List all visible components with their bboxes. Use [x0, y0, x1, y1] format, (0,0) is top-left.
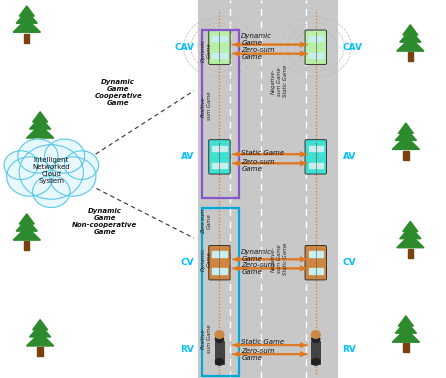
Circle shape	[215, 331, 224, 338]
Bar	[212, 163, 227, 168]
Polygon shape	[392, 329, 420, 342]
Bar	[37, 347, 43, 356]
Text: Dynamic
Game: Dynamic Game	[241, 33, 273, 46]
Text: Zero-sum
Game: Zero-sum Game	[241, 159, 275, 172]
Polygon shape	[33, 320, 48, 330]
Circle shape	[7, 157, 53, 196]
Bar	[309, 146, 323, 151]
Text: RV: RV	[343, 345, 356, 354]
Bar	[212, 251, 227, 257]
Text: Dynamic
Game
Non-cooperative
Game: Dynamic Game Non-cooperative Game	[72, 208, 137, 235]
Circle shape	[312, 358, 320, 365]
Text: Dynamic
Game: Dynamic Game	[241, 249, 273, 262]
Text: Zero-sum
Game: Zero-sum Game	[241, 348, 275, 361]
Bar	[212, 53, 227, 59]
Polygon shape	[396, 234, 424, 248]
Text: Intelligent
Networked
Cloud
System: Intelligent Networked Cloud System	[33, 156, 70, 184]
Polygon shape	[16, 11, 37, 23]
Polygon shape	[29, 325, 51, 337]
Bar	[309, 163, 323, 168]
Bar	[24, 242, 29, 251]
Bar	[215, 341, 224, 364]
Bar	[309, 36, 323, 42]
Polygon shape	[13, 227, 41, 240]
Text: Static Game: Static Game	[283, 243, 288, 275]
Circle shape	[19, 145, 83, 199]
Text: AV: AV	[181, 152, 194, 161]
Text: CV: CV	[180, 258, 194, 267]
Polygon shape	[403, 25, 418, 35]
Text: Static Game: Static Game	[241, 150, 285, 156]
Bar	[403, 344, 409, 352]
Bar	[196, 0, 339, 378]
Bar	[37, 139, 43, 148]
Text: Zero-sum
Game: Zero-sum Game	[241, 262, 275, 275]
FancyBboxPatch shape	[305, 30, 326, 65]
Circle shape	[33, 176, 70, 208]
Text: AV: AV	[343, 152, 356, 161]
Text: Zero-sum
Game: Zero-sum Game	[201, 208, 212, 234]
Polygon shape	[395, 128, 417, 141]
FancyBboxPatch shape	[305, 246, 326, 280]
Polygon shape	[19, 6, 34, 16]
Polygon shape	[33, 112, 48, 122]
Bar	[309, 268, 323, 274]
Polygon shape	[396, 38, 424, 51]
Polygon shape	[16, 219, 37, 231]
Polygon shape	[26, 125, 54, 138]
Bar	[202, 30, 239, 198]
Text: CAV: CAV	[343, 43, 363, 52]
Polygon shape	[400, 30, 421, 42]
Circle shape	[18, 139, 58, 173]
Text: Positive-
sum Game: Positive- sum Game	[201, 324, 212, 353]
Polygon shape	[403, 222, 418, 232]
Bar	[311, 341, 320, 364]
Bar	[408, 249, 413, 258]
Circle shape	[4, 151, 38, 180]
Polygon shape	[29, 117, 51, 129]
Polygon shape	[19, 214, 34, 224]
Text: Static Game: Static Game	[283, 65, 288, 98]
Bar	[212, 146, 227, 151]
Circle shape	[50, 157, 96, 196]
Polygon shape	[26, 333, 54, 346]
FancyBboxPatch shape	[209, 246, 230, 280]
Bar	[309, 251, 323, 257]
Polygon shape	[400, 226, 421, 239]
Bar	[309, 53, 323, 59]
Polygon shape	[395, 321, 417, 333]
Polygon shape	[398, 316, 413, 326]
Text: CAV: CAV	[174, 43, 194, 52]
FancyBboxPatch shape	[209, 140, 230, 174]
Polygon shape	[13, 19, 41, 32]
Circle shape	[215, 358, 223, 365]
Bar	[212, 36, 227, 42]
Text: Positive-
sum Game: Positive- sum Game	[201, 91, 212, 120]
Bar	[202, 208, 239, 376]
Text: Static Game: Static Game	[241, 339, 285, 345]
FancyBboxPatch shape	[305, 140, 326, 174]
Circle shape	[311, 331, 320, 338]
Text: Dynamic
Game
Cooperative
Game: Dynamic Game Cooperative Game	[94, 79, 142, 106]
Text: Zero-sum
Game: Zero-sum Game	[241, 47, 275, 60]
Circle shape	[312, 336, 320, 342]
Text: RV: RV	[180, 345, 194, 354]
Circle shape	[215, 336, 223, 342]
Bar	[24, 34, 29, 43]
Circle shape	[65, 151, 99, 180]
Text: Dynamic
Game: Dynamic Game	[201, 247, 212, 271]
FancyBboxPatch shape	[209, 30, 230, 65]
Text: Negative-
sum Game: Negative- sum Game	[271, 245, 282, 273]
Bar	[212, 268, 227, 274]
Text: Negative-
sum Game: Negative- sum Game	[271, 67, 282, 96]
Circle shape	[45, 139, 85, 173]
Text: CV: CV	[343, 258, 356, 267]
Text: Dynamic
Game: Dynamic Game	[201, 39, 212, 62]
Polygon shape	[398, 123, 413, 133]
Bar	[408, 53, 413, 62]
Bar	[403, 151, 409, 160]
Polygon shape	[392, 136, 420, 149]
